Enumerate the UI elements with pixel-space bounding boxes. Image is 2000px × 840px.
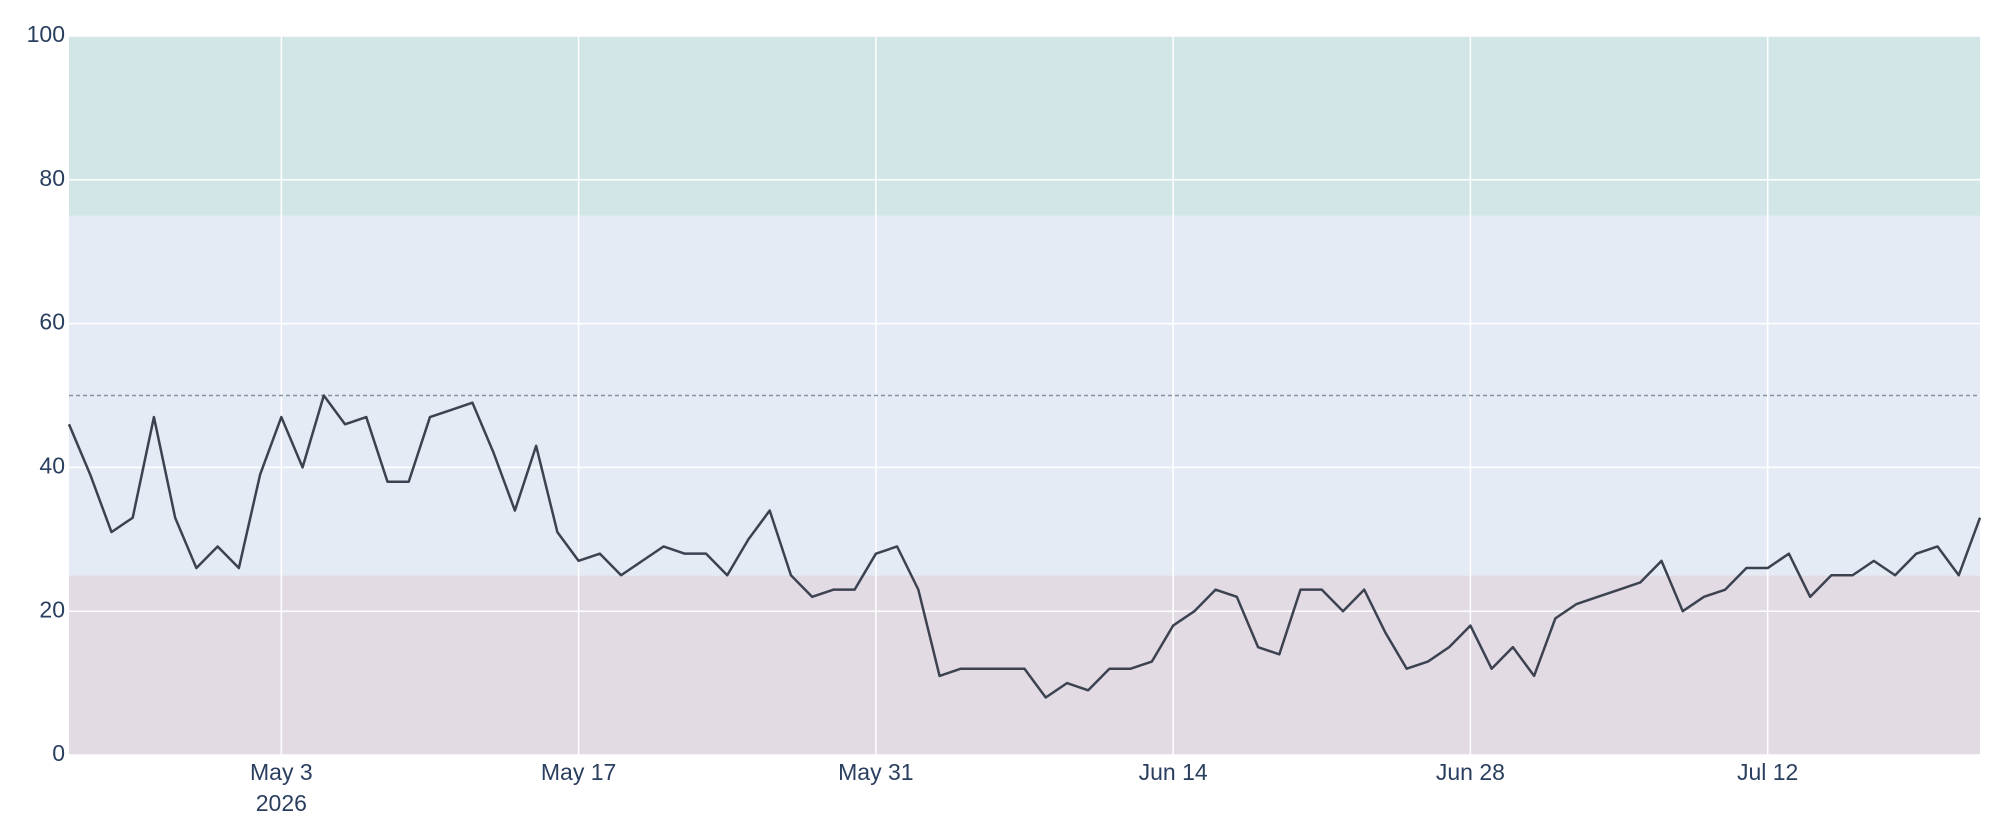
y-tick-label: 80 [39, 165, 65, 191]
band [69, 575, 1980, 755]
data-line [67, 394, 1982, 699]
x-tick-label: May 31 [838, 759, 913, 785]
x-tick-label: May 3 [250, 759, 313, 785]
x-tick-label: Jul 12 [1737, 759, 1798, 785]
y-tick-label: 0 [52, 740, 65, 766]
x-tick-label: May 17 [541, 759, 616, 785]
x-tick-label: Jun 28 [1436, 759, 1505, 785]
y-tick-label: 40 [39, 452, 65, 478]
band [69, 36, 1980, 216]
y-tick-label: 100 [27, 21, 65, 47]
x-tick-year: 2026 [256, 790, 307, 816]
y-tick-label: 60 [39, 309, 65, 335]
x-tick-label: Jun 14 [1139, 759, 1208, 785]
y-tick-label: 20 [39, 596, 65, 622]
